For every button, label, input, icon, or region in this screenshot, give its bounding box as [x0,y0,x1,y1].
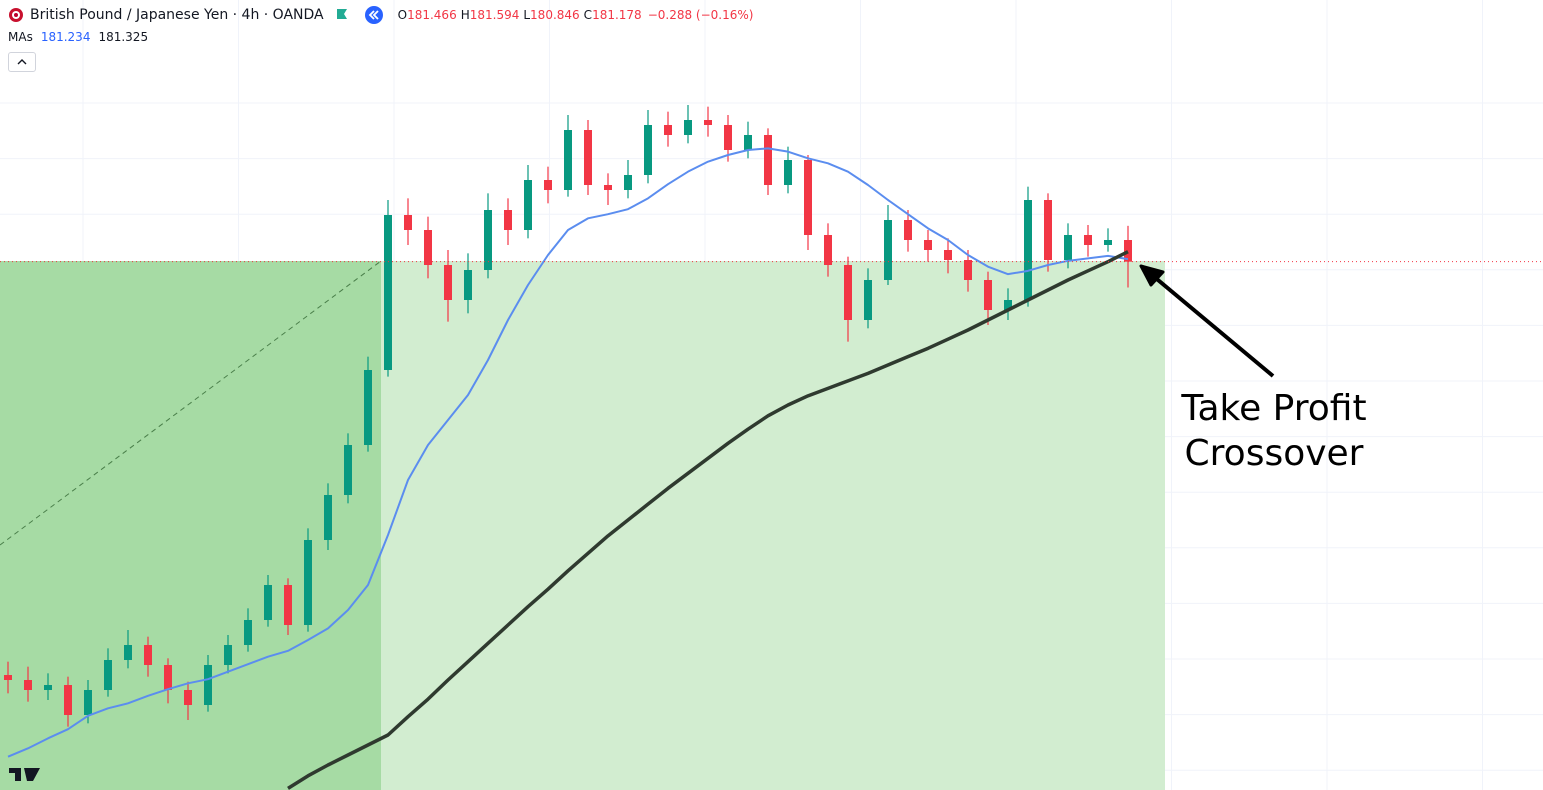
ohlc-item: O181.466 [398,8,457,22]
replay-button[interactable] [364,5,384,25]
candle-body [424,230,432,265]
symbol-flag [9,8,23,22]
candle-body [604,185,612,190]
arrow-shaft [1150,273,1275,378]
candle-body [824,235,832,265]
ma-label: MAs [8,30,33,44]
candle-body [744,135,752,150]
candle-body [224,645,232,665]
candle-body [164,665,172,690]
position-profit-zone [381,261,1165,790]
candle-body [884,220,892,280]
arrow-head [1139,264,1165,287]
candle-body [344,445,352,495]
moving-average [7,147,1129,758]
candle-body [664,125,672,135]
candle-body [904,220,912,240]
tradingview-logo [9,768,40,781]
position-path [0,260,382,546]
candle-body [684,120,692,135]
candle-body [24,680,32,690]
ohlc-key: L [523,8,531,22]
candle-body [804,160,812,235]
moving-average [287,250,1129,790]
candle-body [464,270,472,300]
candle-body [544,180,552,190]
candle-body [784,160,792,185]
annotation: Crossover [1185,433,1364,474]
ma-value: 181.234 [40,30,91,44]
position-entry-zone [0,261,381,790]
candle-body [1024,200,1032,300]
candle-body [764,135,772,185]
ma-legend: MAs 181.234 181.325 [8,30,148,44]
candle-body [244,620,252,645]
ohlc-value: 180.846 [530,8,580,22]
ohlc-key: H [460,8,470,22]
candle-body [1044,200,1052,260]
candle-body [1064,235,1072,260]
candle-body [384,215,392,370]
candle-body [144,645,152,665]
ma-value: 181.325 [98,30,149,44]
candle-body [524,180,532,230]
candle-body [924,240,932,250]
candle-body [1124,240,1132,262]
candle-body [64,685,72,715]
candle-body [624,175,632,190]
candle-body [1004,300,1012,310]
candle-body [844,265,852,320]
candle-body [124,645,132,660]
candle-body [1104,240,1112,245]
candle-body [264,585,272,620]
candle-body [584,130,592,185]
flag-button[interactable] [334,7,350,23]
candle-body [984,280,992,310]
candle-body [204,665,212,705]
ohlc-key: O [397,8,408,22]
candle-body [1084,235,1092,245]
candle-body [184,690,192,705]
ohlc-values: O181.466 H181.594 L180.846 C181.178 [398,8,642,22]
symbol-title: British Pound / Japanese Yen · 4h · OAND… [30,7,324,23]
candle-body [644,125,652,175]
change: −0.288 (−0.16%) [647,8,754,22]
candle-body [864,280,872,320]
ohlc-item: H181.594 [461,8,520,22]
ohlc-value: 181.594 [469,8,520,22]
ohlc-value: 181.178 [592,8,642,22]
candle-body [404,215,412,230]
candle-body [944,250,952,260]
collapse-button[interactable] [8,52,36,72]
candle-body [444,265,452,300]
candle-body [704,120,712,125]
candle-body [4,675,12,680]
caret-icon [17,59,27,65]
candle-body [324,495,332,540]
candle-body [504,210,512,230]
annotation: Take Profit [1180,388,1366,429]
ohlc-key: C [583,8,593,22]
ohlc-value: 181.466 [407,8,457,22]
candle-body [964,260,972,280]
candle-body [104,660,112,690]
candle-body [484,210,492,270]
ohlc-item: C181.178 [584,8,642,22]
candle-body [724,125,732,150]
plot [0,105,1543,790]
candle-body [564,130,572,190]
ohlc-item: L180.846 [523,8,579,22]
candle-body [44,685,52,690]
candle-body [304,540,312,625]
candle-body [364,370,372,445]
candle-body [84,690,92,715]
candle-body [284,585,292,625]
legend-header: British Pound / Japanese Yen · 4h · OAND… [8,6,753,24]
